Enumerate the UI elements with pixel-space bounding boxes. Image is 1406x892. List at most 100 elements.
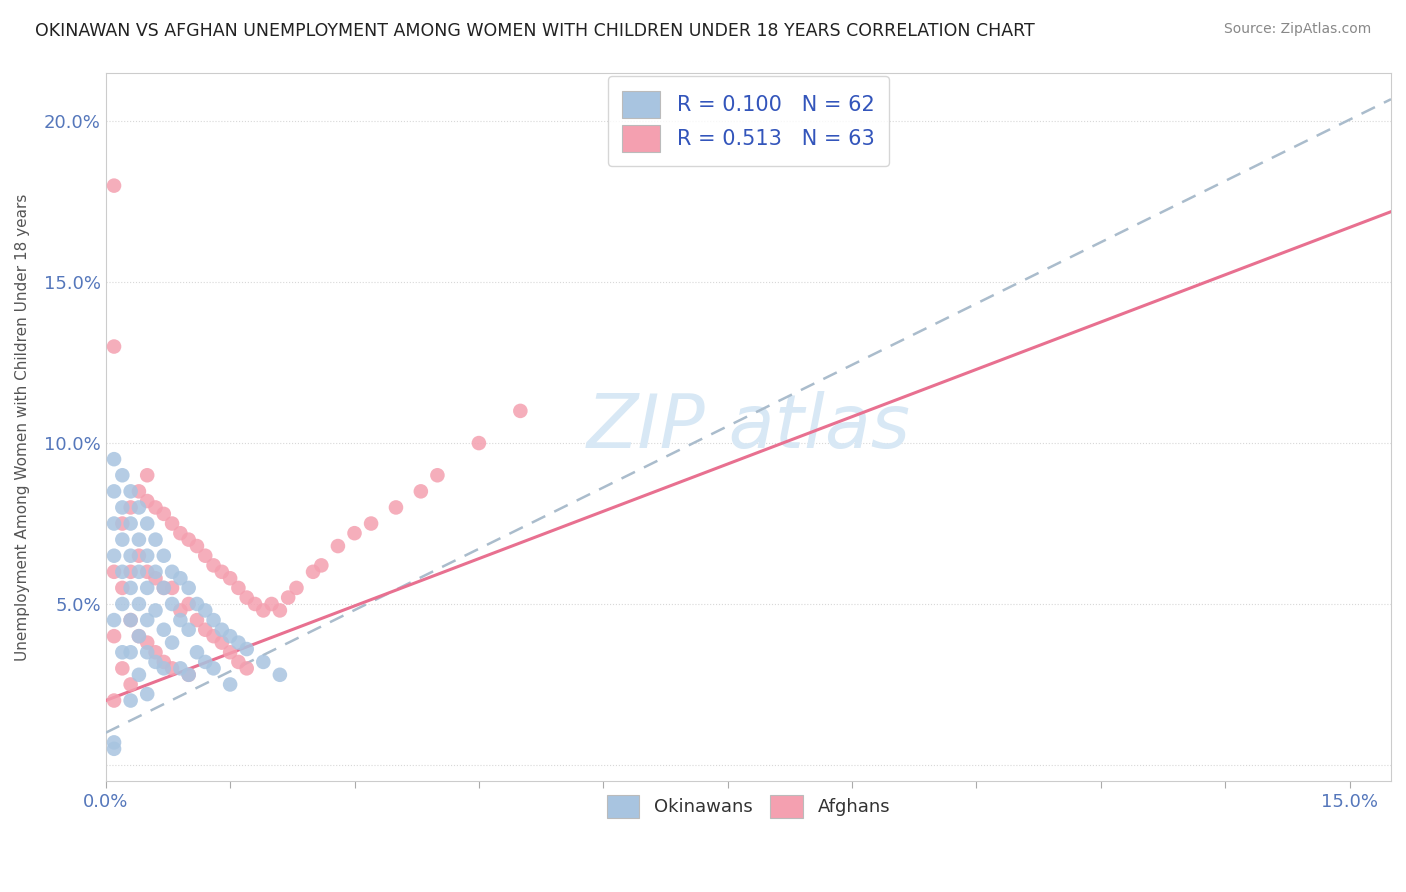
Point [285,581,308,595]
Y-axis label: Unemployment Among Women with Children Under 18 years: Unemployment Among Women with Children U… [15,194,30,661]
Point [103,693,125,707]
Point [128,500,150,515]
Point [219,629,242,643]
Point [120,693,142,707]
Point [169,613,191,627]
Text: OKINAWAN VS AFGHAN UNEMPLOYMENT AMONG WOMEN WITH CHILDREN UNDER 18 YEARS CORRELA: OKINAWAN VS AFGHAN UNEMPLOYMENT AMONG WO… [35,22,1035,40]
Point [211,565,233,579]
Point [103,565,125,579]
Point [202,661,225,675]
Point [169,526,191,541]
Point [202,613,225,627]
Point [202,629,225,643]
Point [194,655,217,669]
Point [177,581,200,595]
Point [136,645,159,659]
Point [211,623,233,637]
Point [128,597,150,611]
Point [160,581,183,595]
Point [120,500,142,515]
Point [177,597,200,611]
Point [145,500,167,515]
Point [103,484,125,499]
Point [152,623,174,637]
Point [302,565,325,579]
Point [136,468,159,483]
Point [145,645,167,659]
Point [136,494,159,508]
Point [145,655,167,669]
Point [152,549,174,563]
Point [177,667,200,681]
Point [311,558,333,573]
Point [103,735,125,749]
Point [186,539,208,553]
Point [120,565,142,579]
Point [252,655,274,669]
Point [136,613,159,627]
Point [426,468,449,483]
Point [326,539,349,553]
Point [111,581,134,595]
Point [120,677,142,691]
Point [120,581,142,595]
Point [111,661,134,675]
Point [269,667,291,681]
Point [194,549,217,563]
Point [186,597,208,611]
Point [169,571,191,585]
Point [177,533,200,547]
Point [145,571,167,585]
Point [103,516,125,531]
Point [111,468,134,483]
Point [128,549,150,563]
Point [152,581,174,595]
Point [136,549,159,563]
Point [343,526,366,541]
Point [235,591,257,605]
Point [160,661,183,675]
Point [186,645,208,659]
Point [228,655,250,669]
Point [160,565,183,579]
Point [120,645,142,659]
Point [219,571,242,585]
Point [128,565,150,579]
Point [103,613,125,627]
Point [103,178,125,193]
Point [111,645,134,659]
Point [160,597,183,611]
Point [103,549,125,563]
Point [409,484,432,499]
Point [145,533,167,547]
Text: ZIP atlas: ZIP atlas [586,391,910,463]
Point [120,549,142,563]
Point [103,452,125,467]
Point [194,603,217,617]
Point [235,642,257,657]
Point [128,667,150,681]
Point [169,661,191,675]
Point [120,613,142,627]
Point [243,597,266,611]
Point [128,484,150,499]
Point [194,623,217,637]
Point [228,635,250,649]
Point [269,603,291,617]
Point [111,565,134,579]
Point [145,603,167,617]
Point [509,404,531,418]
Point [160,516,183,531]
Point [202,558,225,573]
Point [136,516,159,531]
Point [252,603,274,617]
Point [228,581,250,595]
Point [152,581,174,595]
Point [145,565,167,579]
Point [136,687,159,701]
Point [277,591,299,605]
Point [152,661,174,675]
Point [103,629,125,643]
Point [152,507,174,521]
Point [128,629,150,643]
